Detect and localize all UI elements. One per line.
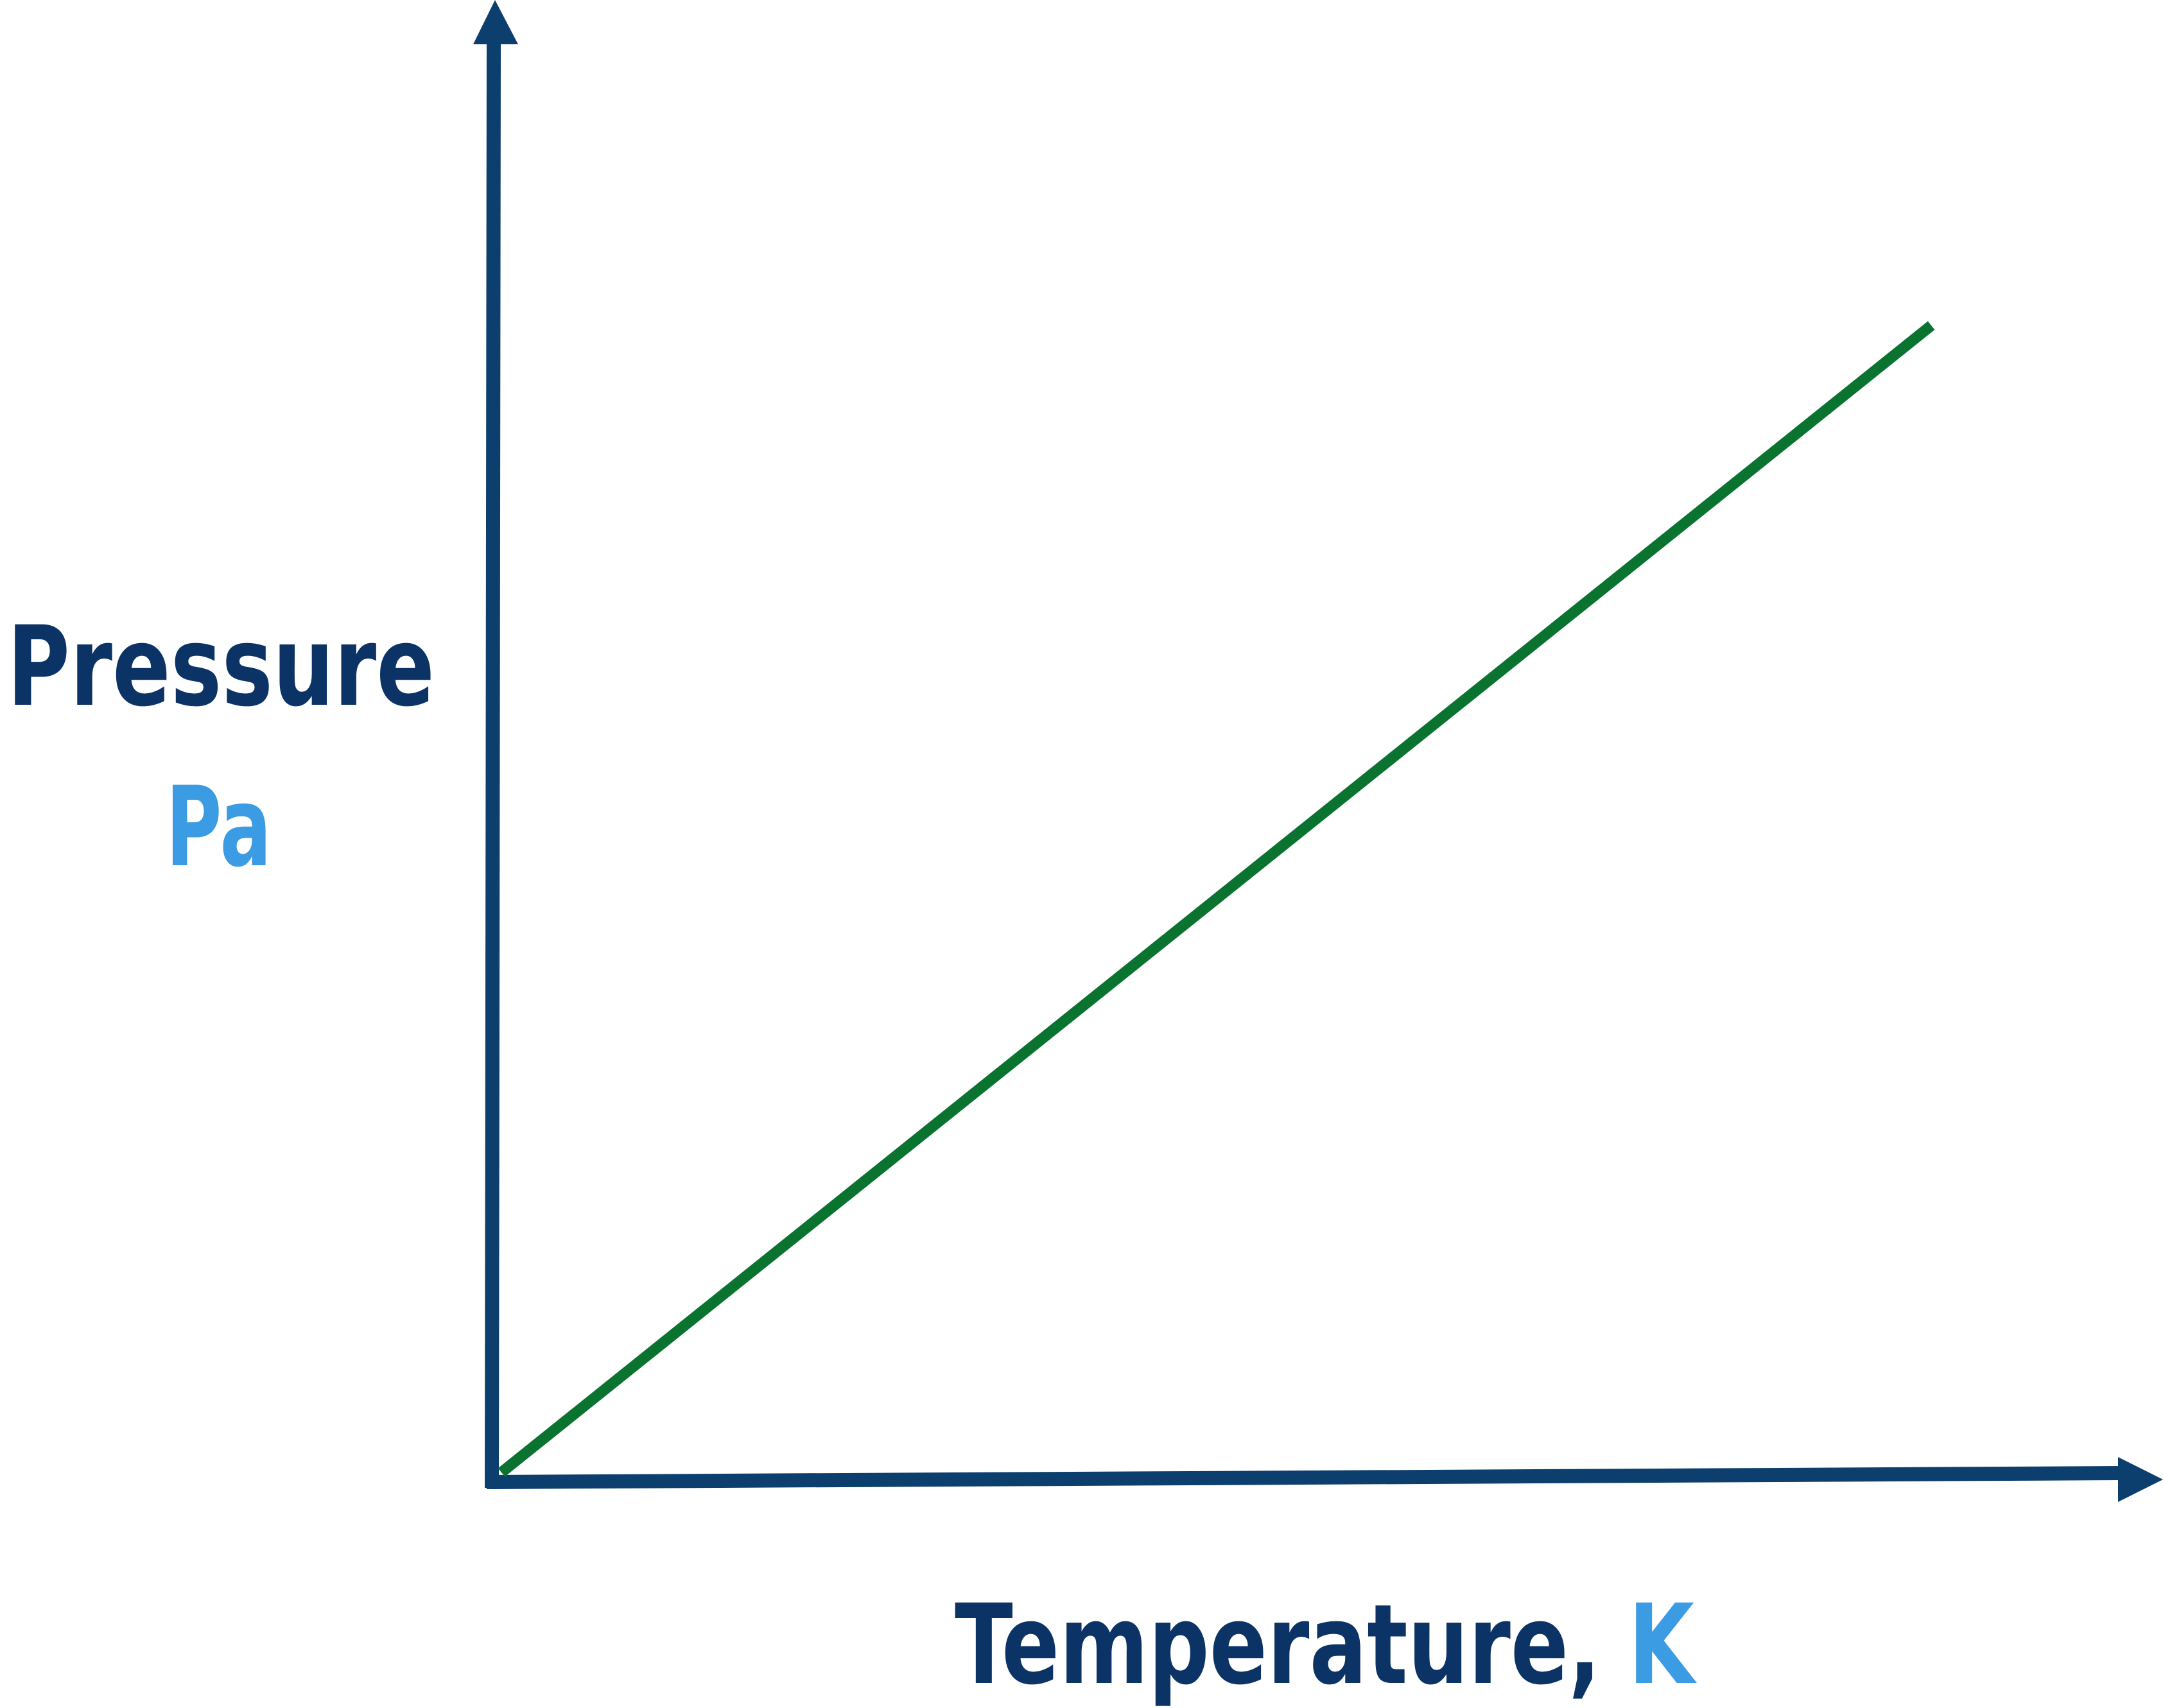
y-axis-label: Pressure (7, 602, 435, 731)
y-axis-arrowhead (473, 0, 518, 44)
x-axis-title: Temperature,K (955, 1580, 1697, 1708)
y-axis-unit: Pa (166, 763, 272, 892)
x-axis-unit: K (1628, 1580, 1697, 1708)
series-line (498, 321, 1935, 1477)
x-axis-arrowhead (2118, 1457, 2163, 1502)
x-axis (486, 1466, 2126, 1489)
x-axis-label: Temperature, (955, 1580, 1601, 1708)
y-axis (485, 38, 501, 1488)
